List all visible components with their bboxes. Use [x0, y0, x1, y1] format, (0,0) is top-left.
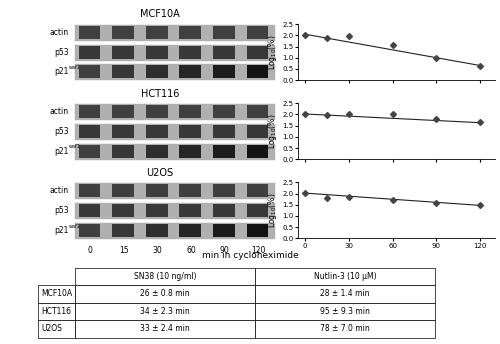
Bar: [112, 105, 134, 118]
Bar: [180, 184, 202, 197]
Bar: [180, 65, 202, 78]
Bar: [112, 224, 134, 237]
Bar: [146, 105, 168, 118]
Bar: [213, 224, 235, 237]
Bar: [112, 184, 134, 197]
Bar: [146, 26, 168, 39]
Bar: [213, 204, 235, 217]
Bar: [180, 144, 202, 158]
Bar: [78, 46, 100, 58]
Bar: [180, 204, 202, 217]
Bar: [78, 105, 100, 118]
Bar: [146, 184, 168, 197]
Bar: [180, 26, 202, 39]
Text: 15: 15: [119, 246, 129, 255]
Y-axis label: Log$_{10}$(%): Log$_{10}$(%): [266, 34, 280, 70]
Bar: [74, 103, 275, 120]
Bar: [180, 46, 202, 58]
Bar: [146, 224, 168, 237]
Bar: [246, 105, 268, 118]
Text: p21: p21: [54, 147, 69, 155]
Bar: [112, 144, 134, 158]
Text: 60: 60: [186, 246, 196, 255]
Bar: [74, 44, 275, 61]
Bar: [78, 184, 100, 197]
Text: 30: 30: [152, 246, 162, 255]
Bar: [246, 46, 268, 58]
Text: p53: p53: [54, 127, 69, 136]
Bar: [180, 105, 202, 118]
Bar: [213, 125, 235, 138]
Bar: [246, 224, 268, 237]
Bar: [213, 144, 235, 158]
Bar: [146, 204, 168, 217]
Bar: [78, 26, 100, 39]
Bar: [246, 65, 268, 78]
Bar: [78, 144, 100, 158]
Text: MCF10A: MCF10A: [140, 9, 180, 19]
Text: 90: 90: [220, 246, 230, 255]
Bar: [74, 142, 275, 160]
Bar: [112, 125, 134, 138]
Bar: [112, 46, 134, 58]
Bar: [78, 65, 100, 78]
Text: p21: p21: [54, 67, 69, 76]
Bar: [180, 125, 202, 138]
Bar: [78, 204, 100, 217]
Bar: [213, 26, 235, 39]
Text: actin: actin: [50, 107, 69, 116]
Bar: [78, 224, 100, 237]
Text: 120: 120: [251, 246, 266, 255]
Bar: [213, 184, 235, 197]
Text: U2OS: U2OS: [146, 168, 174, 178]
Bar: [213, 105, 235, 118]
Text: min in cycloheximide: min in cycloheximide: [202, 251, 298, 260]
Bar: [78, 125, 100, 138]
Text: actin: actin: [50, 28, 69, 37]
Y-axis label: Log$_{10}$(%): Log$_{10}$(%): [266, 114, 280, 149]
Bar: [246, 26, 268, 39]
Text: actin: actin: [50, 186, 69, 195]
Text: waf1: waf1: [69, 144, 80, 150]
Bar: [246, 125, 268, 138]
Bar: [180, 224, 202, 237]
Bar: [213, 65, 235, 78]
Bar: [246, 144, 268, 158]
Bar: [112, 26, 134, 39]
Bar: [246, 204, 268, 217]
Bar: [146, 65, 168, 78]
Bar: [246, 184, 268, 197]
Text: 0: 0: [88, 246, 93, 255]
Text: p21: p21: [54, 226, 69, 235]
Text: HCT116: HCT116: [141, 88, 179, 98]
Y-axis label: Log$_{10}$(%): Log$_{10}$(%): [266, 193, 280, 228]
Text: waf1: waf1: [69, 224, 80, 229]
Bar: [74, 24, 275, 41]
Bar: [74, 222, 275, 239]
Bar: [146, 125, 168, 138]
Bar: [146, 46, 168, 58]
Bar: [74, 63, 275, 80]
Bar: [74, 182, 275, 199]
Bar: [213, 46, 235, 58]
Bar: [112, 65, 134, 78]
Bar: [74, 202, 275, 219]
Bar: [112, 204, 134, 217]
Text: p53: p53: [54, 47, 69, 57]
Bar: [74, 123, 275, 140]
Text: p53: p53: [54, 206, 69, 215]
Text: waf1: waf1: [69, 65, 80, 71]
Bar: [146, 144, 168, 158]
